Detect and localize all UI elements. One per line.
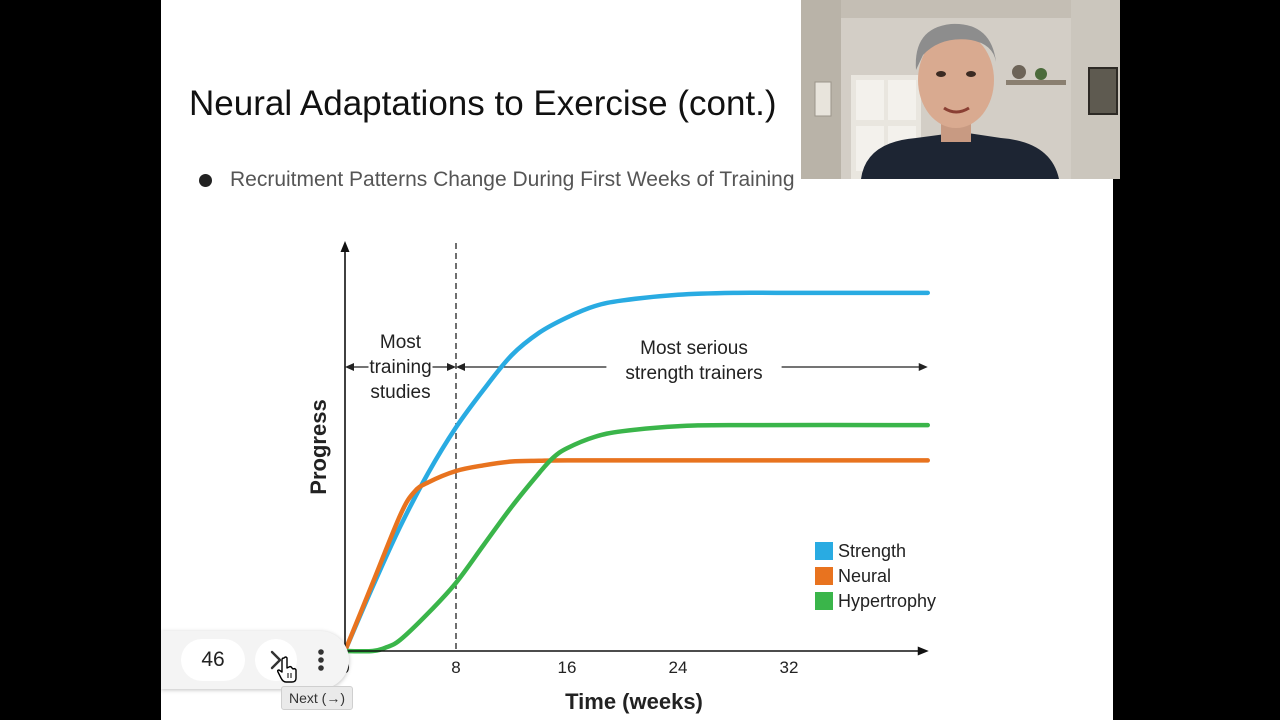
chevron-right-icon (270, 650, 282, 670)
progress-over-time-chart: Most training studies Most serious strength … (306, 241, 936, 714)
legend-swatch-neural (815, 567, 833, 585)
slide-number[interactable]: 46 (181, 639, 245, 681)
annotation-arrowhead-left (345, 363, 354, 371)
y-axis-arrow (340, 241, 350, 252)
presenter-webcam (801, 0, 1120, 179)
legend-label-neural: Neural (838, 566, 891, 586)
x-tick-label: 16 (558, 658, 577, 677)
legend-label-hypertrophy: Hypertrophy (838, 591, 936, 611)
next-tooltip: Next (→) (281, 686, 353, 710)
face (918, 32, 994, 128)
annotation-arrowhead-right (918, 363, 928, 371)
hoodie (861, 132, 1059, 179)
legend-swatch-hypertrophy (815, 592, 833, 610)
y-axis-label: Progress (306, 399, 331, 494)
legend-swatch-strength (815, 542, 833, 560)
slide-title: Neural Adaptations to Exercise (cont.) (189, 84, 777, 123)
annotation-text: Most (380, 332, 422, 353)
x-tick-label: 32 (780, 658, 799, 677)
annotation-arrowhead-left (456, 363, 465, 371)
annotation-text: studies (370, 382, 430, 403)
series-line-strength (342, 290, 930, 654)
annotation-text: Most serious (640, 338, 748, 359)
annotation-text: training (369, 357, 431, 378)
x-axis-arrow (917, 646, 929, 656)
annotation-text-bg (368, 359, 433, 375)
more-options-button[interactable] (303, 639, 339, 681)
x-tick-label: 8 (451, 658, 460, 677)
legend-label-strength: Strength (838, 541, 906, 561)
bullet-dot (199, 174, 212, 187)
hand-pointer-icon (277, 656, 297, 683)
x-tick-label: 24 (669, 658, 688, 677)
slide-controls-bar: 46 (161, 631, 349, 689)
annotation-arrowhead-right (447, 363, 456, 371)
series-line-hypertrophy (342, 422, 930, 654)
more-vert-icon (318, 649, 324, 671)
series-line-neural (342, 458, 930, 654)
bullet-text: Recruitment Patterns Change During First… (230, 168, 795, 191)
x-axis-label: Time (weeks) (565, 689, 703, 714)
annotation-text: strength trainers (625, 363, 762, 384)
wall-picture (1088, 67, 1118, 115)
hair (915, 23, 996, 70)
